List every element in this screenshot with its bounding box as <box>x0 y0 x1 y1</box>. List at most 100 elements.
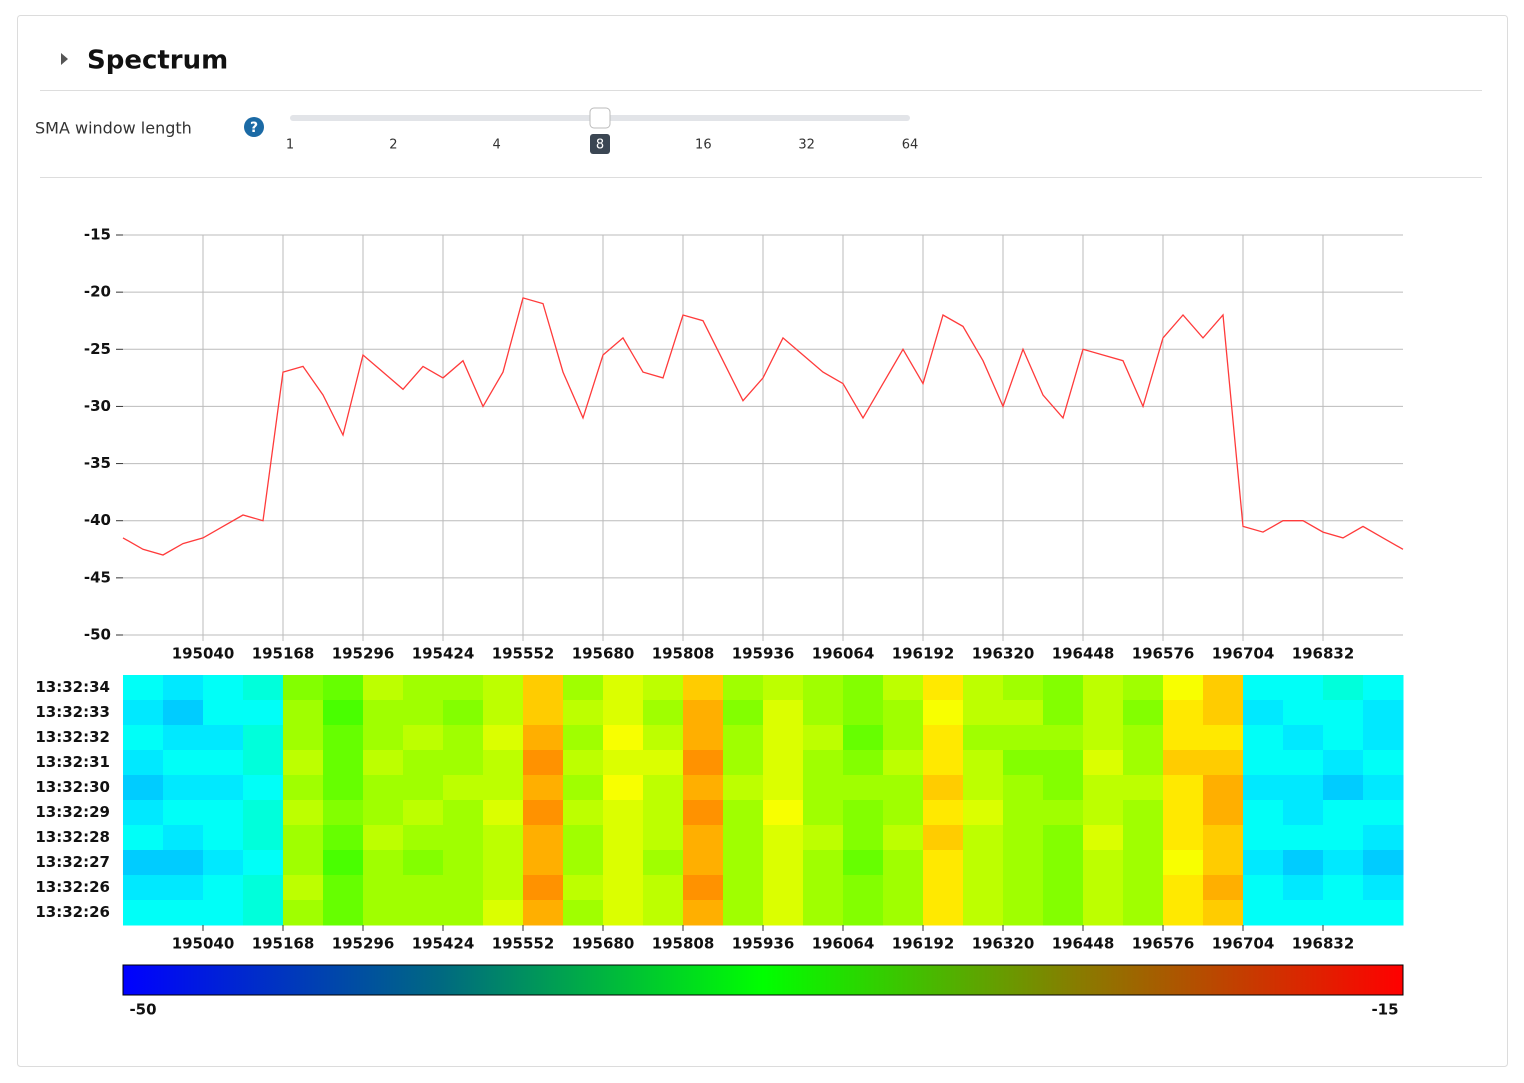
heatmap-cell <box>363 875 404 901</box>
heatmap-cell <box>1083 900 1124 926</box>
heatmap-cell <box>603 750 644 776</box>
heatmap-cell <box>203 825 244 851</box>
heatmap-cell <box>763 775 804 801</box>
heatmap-cell <box>163 725 204 751</box>
heatmap-cell <box>1163 775 1204 801</box>
heatmap-cell <box>723 800 764 826</box>
heatmap-cell <box>363 700 404 726</box>
collapse-caret[interactable] <box>61 53 68 65</box>
heatmap-cell <box>323 775 364 801</box>
x-tick-label: 195424 <box>412 935 475 953</box>
heatmap-cell <box>1123 775 1164 801</box>
heatmap-cell <box>403 800 444 826</box>
heatmap-cell <box>123 700 164 726</box>
heatmap-cell <box>963 825 1004 851</box>
row-label: 13:32:26 <box>35 878 110 896</box>
heatmap-cell <box>203 700 244 726</box>
row-label: 13:32:30 <box>35 778 110 796</box>
heatmap-cell <box>1203 850 1244 876</box>
y-tick-label: -20 <box>84 283 111 301</box>
heatmap-cell <box>283 850 324 876</box>
heatmap-cell <box>1123 850 1164 876</box>
heatmap-cell <box>523 700 564 726</box>
x-tick-label: 196192 <box>892 935 955 953</box>
heatmap-cell <box>723 825 764 851</box>
heatmap-cell <box>963 775 1004 801</box>
heatmap-cell <box>603 700 644 726</box>
y-tick-label: -30 <box>84 397 111 415</box>
heatmap-cell <box>963 725 1004 751</box>
heatmap-cell <box>1323 775 1364 801</box>
colorbar <box>122 964 1404 996</box>
heatmap-cell <box>1203 800 1244 826</box>
heatmap-cell <box>523 900 564 926</box>
heatmap-cell <box>1323 850 1364 876</box>
help-icon[interactable]: ? <box>244 117 264 137</box>
heatmap-cell <box>723 675 764 701</box>
heatmap-cell <box>1083 775 1124 801</box>
heatmap-cell <box>803 675 844 701</box>
heatmap-cell <box>643 725 684 751</box>
x-tick-label: 195296 <box>332 935 395 953</box>
heatmap-cell <box>843 900 884 926</box>
heatmap-cell <box>283 675 324 701</box>
heatmap-cell <box>323 800 364 826</box>
heatmap-cell <box>163 825 204 851</box>
heatmap-cell <box>803 800 844 826</box>
heatmap-cell <box>403 775 444 801</box>
heatmap-cell <box>1243 900 1284 926</box>
heatmap-cell <box>803 725 844 751</box>
heatmap-cell <box>1363 900 1404 926</box>
slider-handle[interactable] <box>589 107 611 129</box>
heatmap-cell <box>763 675 804 701</box>
heatmap-cell <box>483 775 524 801</box>
heatmap-cell <box>443 750 484 776</box>
heatmap-cell <box>563 800 604 826</box>
heatmap-cell <box>363 775 404 801</box>
heatmap-cell <box>1323 800 1364 826</box>
heatmap-cell <box>1123 675 1164 701</box>
heatmap-cell <box>1323 725 1364 751</box>
heatmap-cell <box>683 750 724 776</box>
heatmap-cell <box>1043 775 1084 801</box>
heatmap-cell <box>603 725 644 751</box>
heatmap-cell <box>1363 850 1404 876</box>
heatmap-cell <box>883 675 924 701</box>
slider-tick-label: 64 <box>902 138 919 153</box>
heatmap-cell <box>643 900 684 926</box>
x-tick-label: 196832 <box>1292 645 1355 663</box>
heatmap-cell <box>1163 800 1204 826</box>
x-tick-label: 196064 <box>812 645 875 663</box>
heatmap-cell <box>1003 900 1044 926</box>
heatmap-cell <box>403 700 444 726</box>
heatmap-cell <box>1203 825 1244 851</box>
heatmap-cell <box>563 725 604 751</box>
heatmap-cell <box>563 750 604 776</box>
heatmap-cell <box>923 850 964 876</box>
heatmap-cell <box>483 725 524 751</box>
heatmap-cell <box>683 825 724 851</box>
heatmap-cell <box>1283 725 1324 751</box>
heatmap-cell <box>563 875 604 901</box>
heatmap-cell <box>403 725 444 751</box>
x-tick-label: 195552 <box>492 645 555 663</box>
y-tick-label: -35 <box>84 454 111 472</box>
heatmap-cell <box>1043 900 1084 926</box>
heatmap-cell <box>403 675 444 701</box>
heatmap-cell <box>963 875 1004 901</box>
heatmap-cell <box>1203 725 1244 751</box>
heatmap-cell <box>483 825 524 851</box>
heatmap-cell <box>203 800 244 826</box>
heatmap-cell <box>523 825 564 851</box>
heatmap-cell <box>803 900 844 926</box>
y-tick-label: -45 <box>84 568 111 586</box>
row-label: 13:32:32 <box>35 728 110 746</box>
heatmap-cell <box>363 850 404 876</box>
heatmap-cell <box>963 700 1004 726</box>
heatmap-cell <box>483 850 524 876</box>
heatmap-cell <box>243 675 284 701</box>
heatmap-cell <box>123 875 164 901</box>
x-tick-label: 196448 <box>1052 935 1115 953</box>
heatmap-cell <box>123 725 164 751</box>
heatmap-cell <box>403 875 444 901</box>
